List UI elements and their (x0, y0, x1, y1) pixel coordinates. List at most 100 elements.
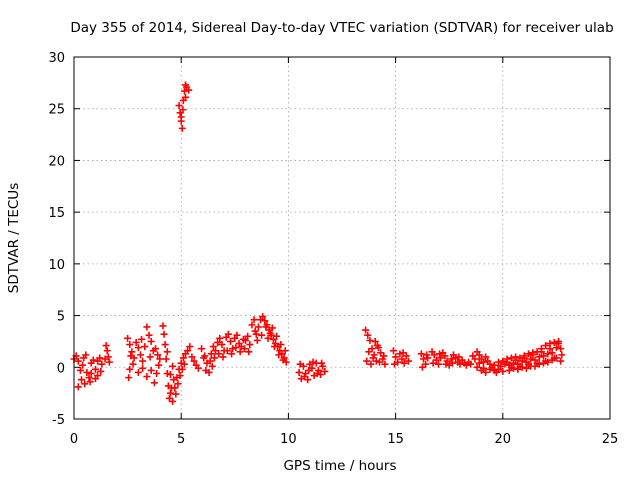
x-axis-label: GPS time / hours (283, 458, 396, 474)
data-point (254, 323, 262, 331)
data-point (180, 87, 188, 95)
data-point (214, 338, 222, 346)
data-point (236, 348, 244, 356)
data-point (418, 363, 426, 371)
data-point (163, 369, 171, 377)
data-point (558, 351, 566, 359)
data-point (136, 351, 144, 359)
data-point (480, 358, 488, 366)
y-tick-label: 20 (48, 154, 65, 169)
data-point (296, 360, 304, 368)
y-tick-label: 25 (48, 103, 65, 118)
data-point (367, 360, 375, 368)
data-point (185, 86, 193, 94)
data-point (279, 356, 287, 364)
data-point (74, 383, 82, 391)
data-point (313, 369, 321, 377)
y-tick-label: -5 (52, 413, 65, 428)
data-point (262, 323, 270, 331)
data-point (548, 356, 556, 364)
data-point (400, 359, 408, 367)
data-point (281, 347, 289, 355)
data-point (162, 355, 170, 363)
data-point (266, 329, 274, 337)
data-point (143, 323, 151, 331)
data-point (184, 347, 192, 355)
data-points (70, 81, 566, 405)
data-point (156, 355, 164, 363)
data-point (365, 348, 373, 356)
data-point (160, 330, 168, 338)
data-point (94, 357, 102, 365)
data-point (516, 354, 524, 362)
data-point (139, 364, 147, 372)
data-point (79, 361, 87, 369)
data-point (544, 350, 552, 358)
data-point (172, 390, 180, 398)
data-point (240, 345, 248, 353)
data-point (143, 373, 151, 381)
data-point (166, 371, 174, 379)
data-point (134, 344, 142, 352)
data-point (434, 360, 442, 368)
data-point (82, 351, 90, 359)
y-tick-label: 10 (48, 258, 65, 273)
data-point (127, 352, 135, 360)
data-point (151, 345, 159, 353)
data-point (145, 331, 153, 339)
data-point (97, 367, 105, 375)
data-point (177, 113, 185, 121)
data-point (552, 344, 560, 352)
data-point (404, 357, 412, 365)
data-point (473, 363, 481, 371)
data-point (482, 353, 490, 361)
data-point (376, 358, 384, 366)
data-point (277, 341, 285, 349)
data-point (430, 351, 438, 359)
data-point (399, 349, 407, 357)
data-point (132, 338, 140, 346)
data-point (86, 378, 94, 386)
data-point (447, 355, 455, 363)
data-point (200, 354, 208, 362)
data-point (141, 343, 149, 351)
data-point (423, 351, 431, 359)
data-point (246, 341, 254, 349)
data-point (219, 353, 227, 361)
data-point (505, 366, 513, 374)
data-point (273, 332, 281, 340)
data-point (190, 357, 198, 365)
data-point (105, 358, 113, 366)
data-point (233, 331, 241, 339)
x-tick-label: 15 (387, 432, 404, 447)
data-point (268, 324, 276, 332)
data-point (321, 367, 329, 375)
data-point (295, 368, 303, 376)
data-point (126, 341, 134, 349)
axes: 0 5 10 15 20 25 -5 0 5 10 15 20 25 30 (48, 51, 618, 447)
data-point (441, 352, 449, 360)
data-point (74, 357, 82, 365)
data-point (535, 360, 543, 368)
data-point (270, 343, 278, 351)
data-point (497, 362, 505, 370)
data-point (537, 345, 545, 353)
data-point (218, 341, 226, 349)
data-point (208, 362, 216, 370)
data-point (362, 326, 370, 334)
data-point (455, 353, 463, 361)
plot-frame (73, 56, 611, 420)
data-point (373, 342, 381, 350)
data-point (542, 342, 550, 350)
data-point (215, 350, 223, 358)
data-point (81, 380, 89, 388)
data-point (129, 360, 137, 368)
data-point (181, 93, 189, 101)
data-point (76, 366, 84, 374)
data-point (179, 354, 187, 362)
data-point (522, 364, 530, 372)
data-point (389, 347, 397, 355)
y-tick-label: 0 (57, 361, 65, 376)
data-point (85, 374, 93, 382)
